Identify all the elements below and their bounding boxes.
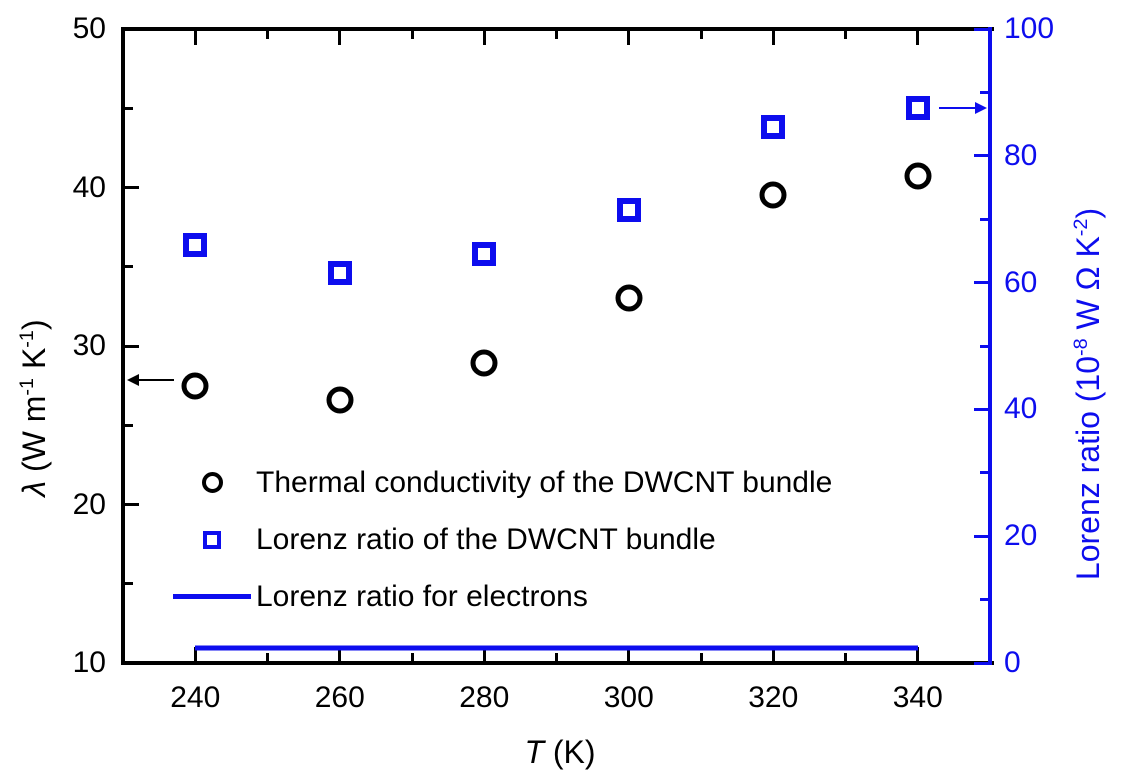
x-axis-top-major-tick (193, 31, 197, 45)
x-axis-top-minor-tick (410, 31, 414, 39)
y-left-major-tick (125, 661, 139, 665)
y-left-tick-label: 40 (72, 170, 106, 204)
lorenz-ratio-point (472, 242, 497, 267)
x-axis-tick-label: 320 (748, 681, 799, 714)
x-axis-minor-tick (410, 653, 414, 661)
thermal-conductivity-point (759, 181, 787, 209)
thermal-conductivity-point (615, 284, 643, 312)
top-axis-line (121, 27, 994, 31)
y-right-minor-tick (980, 217, 988, 221)
thermal-conductivity-point (181, 372, 209, 400)
x-axis-major-tick (771, 647, 775, 661)
y-right-major-tick (974, 281, 988, 285)
x-axis-top-minor-tick (699, 31, 703, 39)
y-left-tick-label: 10 (72, 646, 106, 679)
lorenz-ratio-point (905, 96, 930, 121)
legend-label-lorenz-electrons: Lorenz ratio for electrons (256, 579, 588, 613)
lorenz-electrons-line (195, 645, 918, 651)
x-axis-tick-label: 340 (892, 681, 943, 714)
bottom-axis-line (121, 661, 994, 665)
x-axis-top-major-tick (482, 31, 486, 45)
x-axis-top-major-tick (916, 31, 920, 45)
legend-item-lorenz-ratio: Lorenz ratio of the DWCNT bundle (168, 511, 832, 568)
left-arrowhead-icon (127, 373, 139, 386)
x-axis-major-tick (193, 647, 197, 661)
y-right-major-tick (974, 407, 988, 411)
y-left-minor-tick (125, 423, 133, 427)
y-right-minor-tick (980, 344, 988, 348)
left-axis-line (121, 27, 125, 665)
legend-circle-marker-icon (168, 472, 256, 493)
y-left-minor-tick (125, 106, 133, 110)
thermal-conductivity-point (470, 349, 498, 377)
legend: Thermal conductivity of the DWCNT bundle… (168, 454, 832, 625)
x-axis-tick-label: 260 (314, 681, 365, 714)
x-axis-major-tick (482, 647, 486, 661)
legend-label-thermal-conductivity: Thermal conductivity of the DWCNT bundle (256, 465, 833, 499)
y-left-tick-label: 20 (72, 487, 106, 521)
x-axis-minor-tick (844, 653, 847, 661)
x-axis-title: T (K) (524, 734, 596, 770)
right-axis-line (988, 27, 992, 665)
x-axis-major-tick (627, 647, 631, 661)
y-right-tick-label: 20 (1004, 519, 1038, 553)
x-axis-major-tick (916, 647, 920, 661)
x-axis-minor-tick (699, 653, 703, 661)
y-right-minor-tick (980, 471, 988, 475)
y-right-tick-label: 0 (1004, 646, 1021, 679)
y-left-minor-tick (125, 265, 133, 269)
x-axis-top-minor-tick (844, 31, 847, 39)
y-right-major-tick (974, 27, 988, 31)
y-axis-left-title: λ (W m-1 K-1) (16, 319, 52, 497)
legend-line-marker-icon (168, 594, 256, 599)
x-axis-top-major-tick (627, 31, 631, 45)
y-right-major-tick (974, 534, 988, 538)
right-arrowhead-icon (975, 102, 987, 115)
arrow-to-left-axis (138, 378, 174, 381)
y-left-tick-label: 50 (72, 12, 106, 45)
y-left-major-tick (125, 503, 139, 506)
y-right-minor-tick (980, 598, 988, 602)
y-right-tick-label: 60 (1004, 265, 1038, 299)
thermal-conductivity-point (326, 386, 354, 414)
x-axis-tick-label: 280 (459, 681, 510, 714)
x-axis-tick-label: 300 (603, 681, 654, 714)
y-right-minor-tick (980, 90, 988, 94)
x-axis-top-major-tick (338, 31, 342, 45)
x-axis-minor-tick (266, 653, 269, 661)
x-axis-major-tick (338, 647, 342, 661)
thermal-conductivity-point (904, 162, 932, 190)
y-left-minor-tick (125, 582, 133, 586)
x-axis-minor-tick (555, 653, 558, 661)
y-right-tick-label: 100 (1004, 12, 1055, 45)
y-left-tick-label: 30 (72, 329, 106, 362)
legend-square-marker-icon (168, 530, 256, 549)
y-left-major-tick (125, 186, 139, 189)
y-right-tick-label: 40 (1004, 392, 1038, 426)
legend-item-lorenz-electrons: Lorenz ratio for electrons (168, 568, 832, 625)
x-axis-top-minor-tick (555, 31, 558, 39)
y-left-major-tick (125, 344, 139, 348)
lorenz-ratio-point (761, 115, 786, 140)
y-right-major-tick (974, 661, 988, 665)
x-axis-top-minor-tick (266, 31, 269, 39)
arrow-to-right-axis (939, 107, 976, 110)
legend-label-lorenz-ratio: Lorenz ratio of the DWCNT bundle (256, 522, 716, 556)
lorenz-ratio-point (327, 261, 352, 286)
y-left-major-tick (125, 27, 139, 31)
lorenz-ratio-point (616, 197, 641, 222)
y-right-major-tick (974, 154, 988, 158)
legend-item-thermal-conductivity: Thermal conductivity of the DWCNT bundle (168, 454, 832, 511)
x-axis-tick-label: 240 (170, 681, 221, 714)
x-axis-top-major-tick (771, 31, 775, 45)
lorenz-ratio-point (183, 232, 208, 257)
y-axis-right-title: Lorenz ratio (10-8 W Ω K-2) (1070, 207, 1106, 581)
y-right-tick-label: 80 (1004, 138, 1038, 172)
